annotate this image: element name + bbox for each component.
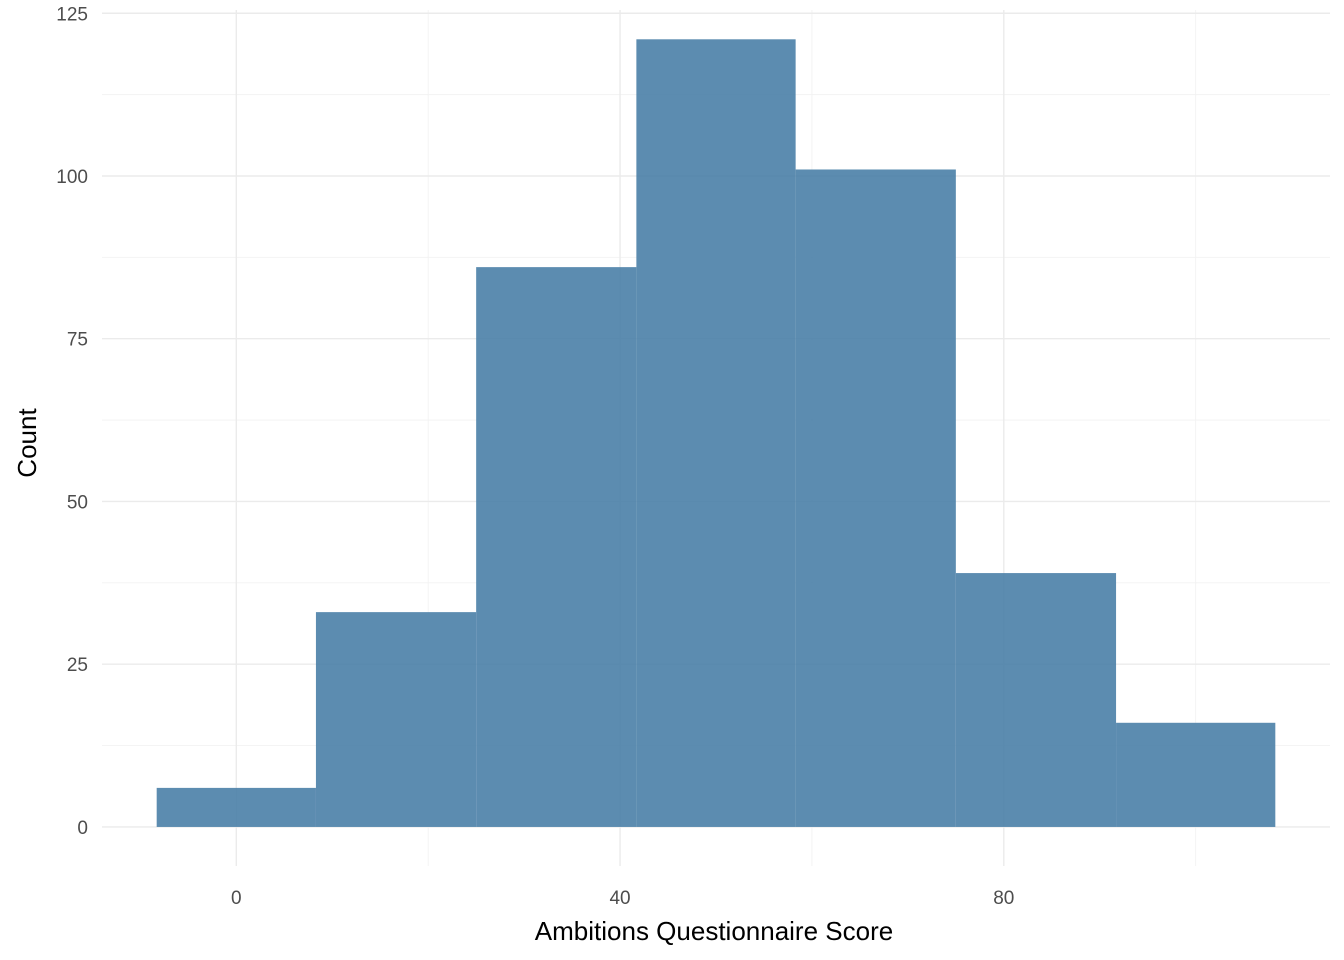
x-tick-label: 80 [993, 888, 1014, 909]
histogram-bar-2 [315, 612, 477, 827]
histogram-bar-7 [1116, 722, 1276, 827]
histogram-bar-6 [955, 573, 1117, 827]
histogram-bar-1 [156, 787, 316, 827]
x-tick-label: 40 [609, 888, 630, 909]
y-axis-title: Count [12, 408, 42, 478]
y-tick-label: 100 [56, 167, 88, 188]
histogram-bar-3 [476, 267, 637, 827]
histogram-bar-5 [795, 169, 956, 827]
histogram-bars [156, 39, 1276, 827]
y-tick-label: 125 [56, 4, 88, 25]
x-axis-ticks: 0 40 80 [231, 888, 1014, 909]
x-tick-label: 0 [231, 888, 242, 909]
y-tick-label: 50 [67, 492, 88, 513]
x-axis-title: Ambitions Questionnaire Score [535, 916, 893, 946]
histogram-bar-4 [636, 39, 796, 827]
y-tick-label: 25 [67, 655, 88, 676]
y-tick-label: 0 [77, 818, 88, 839]
y-axis-ticks: 0 25 50 75 100 125 [56, 4, 88, 839]
y-tick-label: 75 [67, 330, 88, 351]
